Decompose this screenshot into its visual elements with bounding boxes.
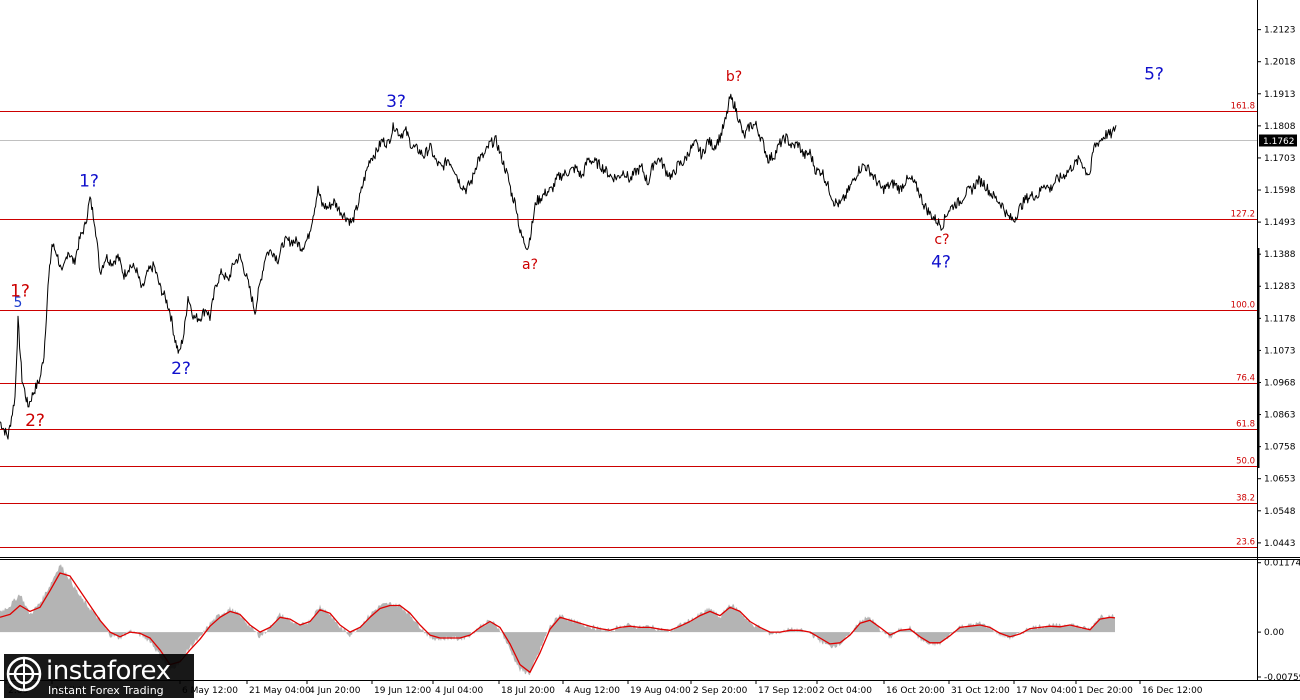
wave-label-1: 1? xyxy=(10,281,30,301)
time-tick-label: 19 Aug 04:00 xyxy=(630,686,691,696)
wave-label-10: 5? xyxy=(1144,64,1164,84)
time-tick-label: 21 May 04:00 xyxy=(249,686,311,696)
price-tick-label: 1.1388 xyxy=(1264,250,1296,260)
oscillator-signal-line xyxy=(0,572,1116,673)
oscillator-panel xyxy=(0,564,1116,676)
price-tick-label: 1.1913 xyxy=(1264,90,1296,100)
time-tick-label: 16 Oct 20:00 xyxy=(886,686,945,696)
logo-subtitle: Instant Forex Trading xyxy=(48,684,164,697)
time-tick-label: 2 Sep 20:00 xyxy=(693,686,748,696)
time-tick-label: 4 Jul 04:00 xyxy=(435,686,484,696)
time-tick-label: 4 Jun 20:00 xyxy=(309,686,361,696)
price-tick-label: 1.1808 xyxy=(1264,122,1296,132)
price-tick-label: 1.1178 xyxy=(1264,314,1296,324)
price-tick-label: 1.0968 xyxy=(1264,378,1296,388)
price-tick-label: 1.1598 xyxy=(1264,186,1296,196)
wave-label-5: 3? xyxy=(386,92,406,112)
instaforex-logo: instaforex Instant Forex Trading xyxy=(4,654,194,698)
wave-label-6: a? xyxy=(522,257,538,273)
price-tick-label: 1.2018 xyxy=(1264,58,1296,68)
chart-frame xyxy=(0,0,1300,681)
price-axis: 1.2123 1.2018 1.1913 1.1808 1.1703 1.1598 1.14… xyxy=(1257,26,1297,549)
wave-labels: 51?2?1?2?3?a?b?c?4?5? xyxy=(10,64,1164,431)
oscillator-tick-label: -0.00759 xyxy=(1264,673,1300,683)
time-tick-label: 17 Sep 12:00 xyxy=(758,686,818,696)
time-tick-label: 4 Aug 12:00 xyxy=(565,686,620,696)
price-series xyxy=(0,93,1117,440)
fib-label-50.0: 50.0 xyxy=(1236,457,1255,467)
wave-label-0: 5 xyxy=(14,295,23,311)
fib-label-23.6: 23.6 xyxy=(1236,538,1255,548)
price-tick-label: 1.0653 xyxy=(1264,475,1296,485)
price-tick-label: 1.0758 xyxy=(1264,443,1296,453)
current-price-box xyxy=(1259,134,1297,147)
time-tick-label: 16 Dec 12:00 xyxy=(1142,686,1203,696)
time-tick-label: 6 May 12:00 xyxy=(182,686,238,696)
price-tick-label: 1.0443 xyxy=(1264,539,1296,549)
wave-label-2: 2? xyxy=(25,411,45,431)
time-tick-label: 18 Jul 20:00 xyxy=(501,686,555,696)
price-tick-label: 1.1703 xyxy=(1264,154,1296,164)
fibonacci-levels: 161.8 127.2 100.0 76.4 61.8 50.0 38.2 23.6 xyxy=(0,102,1257,548)
fib-label-127.2: 127.2 xyxy=(1231,210,1255,220)
wave-label-4: 2? xyxy=(171,359,191,379)
time-tick-label: 2 Oct 04:00 xyxy=(819,686,872,696)
wave-label-8: c? xyxy=(934,232,949,248)
current-price-label: 1.1762 xyxy=(1263,137,1295,147)
price-tick-label: 1.2123 xyxy=(1264,26,1296,36)
oscillator-tick-label: 0.01174 xyxy=(1264,559,1300,569)
price-tick-label: 1.1493 xyxy=(1264,218,1296,228)
time-tick-label: 17 Nov 04:00 xyxy=(1016,686,1077,696)
time-tick-label: 31 Oct 12:00 xyxy=(951,686,1010,696)
instaforex-logo-icon xyxy=(6,656,42,692)
fib-label-161.8: 161.8 xyxy=(1231,102,1255,112)
logo-title: instaforex xyxy=(46,656,171,686)
fib-label-76.4: 76.4 xyxy=(1236,374,1255,384)
price-tick-label: 1.1283 xyxy=(1264,282,1296,292)
wave-label-3: 1? xyxy=(79,171,99,191)
time-tick-label: 19 Jun 12:00 xyxy=(374,686,431,696)
fib-label-100.0: 100.0 xyxy=(1231,301,1255,311)
price-tick-label: 1.0863 xyxy=(1264,411,1296,421)
fib-label-61.8: 61.8 xyxy=(1236,420,1255,430)
price-line xyxy=(0,93,1117,440)
time-tick-label: 1 Dec 20:00 xyxy=(1078,686,1133,696)
wave-label-9: 4? xyxy=(931,252,951,272)
fib-label-38.2: 38.2 xyxy=(1236,494,1255,504)
wave-label-7: b? xyxy=(726,69,742,85)
oscillator-tick-label: 0.00 xyxy=(1264,628,1284,638)
price-tick-label: 1.0548 xyxy=(1264,507,1296,517)
price-tick-label: 1.1073 xyxy=(1264,346,1296,356)
